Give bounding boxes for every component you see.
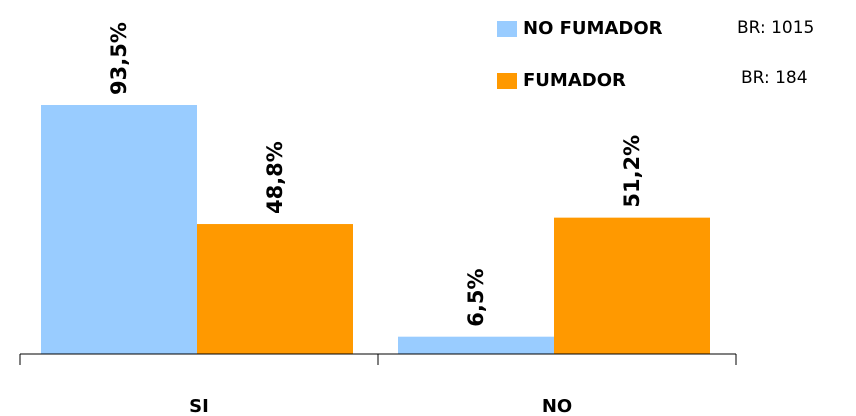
bar-no-fumador <box>554 217 710 354</box>
legend-item-no-fumador: NO FUMADOR <box>497 18 663 39</box>
legend-swatch-no-fumador <box>497 20 517 37</box>
bar-si-no-fumador <box>41 105 197 354</box>
legend-note-fumador: BR: 184 <box>741 68 808 88</box>
legend-item-fumador: FUMADOR <box>497 70 626 91</box>
data-label-no-fumador: 51,2% <box>620 135 644 208</box>
legend-label-fumador: FUMADOR <box>523 70 626 91</box>
legend-label-no-fumador: NO FUMADOR <box>523 18 663 39</box>
data-label-no-no-fumador: 6,5% <box>464 268 488 326</box>
category-label-si: SI <box>189 396 209 416</box>
data-label-si-fumador: 48,8% <box>263 141 287 214</box>
category-label-no: NO <box>542 396 572 416</box>
data-label-si-no-fumador: 93,5% <box>107 22 131 95</box>
legend-swatch-fumador <box>497 72 517 89</box>
legend-note-no-fumador: BR: 1015 <box>737 18 815 38</box>
bar-si-fumador <box>197 224 353 354</box>
bar-no-no-fumador <box>398 336 554 354</box>
